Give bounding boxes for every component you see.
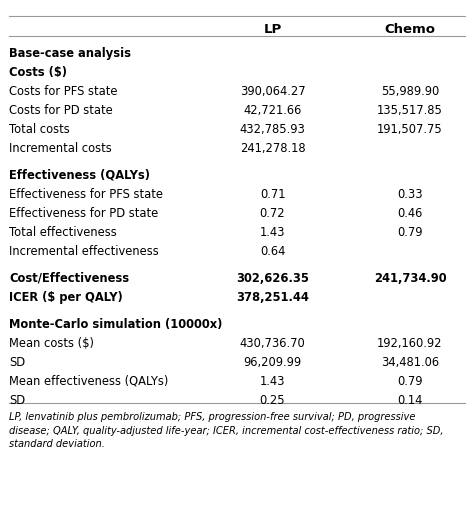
Text: Total costs: Total costs <box>9 123 70 136</box>
Text: Incremental costs: Incremental costs <box>9 142 112 155</box>
Text: ICER ($ per QALY): ICER ($ per QALY) <box>9 291 123 304</box>
Text: 34,481.06: 34,481.06 <box>381 356 439 369</box>
Text: 0.25: 0.25 <box>260 394 285 407</box>
Text: 302,626.35: 302,626.35 <box>236 272 309 285</box>
Text: 432,785.93: 432,785.93 <box>240 123 305 136</box>
Text: Effectiveness for PFS state: Effectiveness for PFS state <box>9 188 164 201</box>
Text: SD: SD <box>9 394 26 407</box>
Text: LP, lenvatinib plus pembrolizumab; PFS, progression-free survival; PD, progressi: LP, lenvatinib plus pembrolizumab; PFS, … <box>9 413 444 449</box>
Text: Incremental effectiveness: Incremental effectiveness <box>9 245 159 258</box>
Text: 0.72: 0.72 <box>260 207 285 220</box>
Text: 1.43: 1.43 <box>260 375 285 388</box>
Text: Base-case analysis: Base-case analysis <box>9 47 131 60</box>
Text: 390,064.27: 390,064.27 <box>240 85 305 98</box>
Text: Effectiveness for PD state: Effectiveness for PD state <box>9 207 159 220</box>
Text: Cost/Effectiveness: Cost/Effectiveness <box>9 272 129 285</box>
Text: 0.71: 0.71 <box>260 188 285 201</box>
Text: 378,251.44: 378,251.44 <box>236 291 309 304</box>
Text: 192,160.92: 192,160.92 <box>377 337 443 350</box>
Text: 0.33: 0.33 <box>397 188 423 201</box>
Text: 0.64: 0.64 <box>260 245 285 258</box>
Text: Total effectiveness: Total effectiveness <box>9 226 117 239</box>
Text: 191,507.75: 191,507.75 <box>377 123 443 136</box>
Text: 0.46: 0.46 <box>397 207 423 220</box>
Text: Mean effectiveness (QALYs): Mean effectiveness (QALYs) <box>9 375 169 388</box>
Text: 135,517.85: 135,517.85 <box>377 104 443 117</box>
Text: 55,989.90: 55,989.90 <box>381 85 439 98</box>
Text: Costs ($): Costs ($) <box>9 66 67 79</box>
Text: 241,278.18: 241,278.18 <box>240 142 305 155</box>
Text: 0.14: 0.14 <box>397 394 423 407</box>
Text: Mean costs ($): Mean costs ($) <box>9 337 94 350</box>
Text: Chemo: Chemo <box>384 23 436 36</box>
Text: LP: LP <box>264 23 282 36</box>
Text: Monte-Carlo simulation (10000x): Monte-Carlo simulation (10000x) <box>9 318 223 331</box>
Text: 96,209.99: 96,209.99 <box>244 356 301 369</box>
Text: SD: SD <box>9 356 26 369</box>
Text: 42,721.66: 42,721.66 <box>243 104 302 117</box>
Text: 1.43: 1.43 <box>260 226 285 239</box>
Text: Effectiveness (QALYs): Effectiveness (QALYs) <box>9 169 150 182</box>
Text: 0.79: 0.79 <box>397 226 423 239</box>
Text: 430,736.70: 430,736.70 <box>240 337 305 350</box>
Text: 0.79: 0.79 <box>397 375 423 388</box>
Text: Costs for PFS state: Costs for PFS state <box>9 85 118 98</box>
Text: 241,734.90: 241,734.90 <box>374 272 447 285</box>
Text: Costs for PD state: Costs for PD state <box>9 104 113 117</box>
